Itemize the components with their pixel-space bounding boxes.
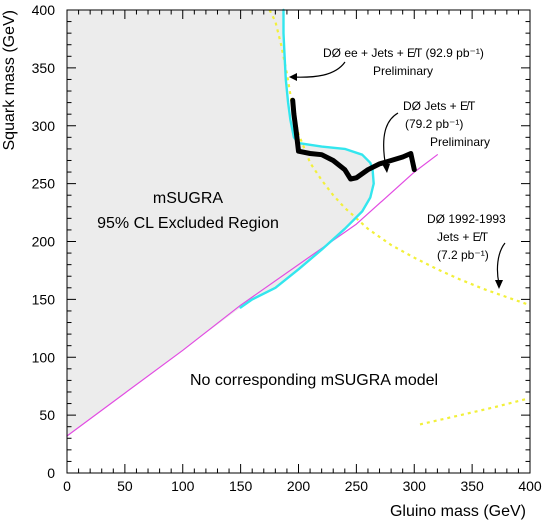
annotation-old-arrowhead [495, 280, 503, 289]
y-tick-label: 150 [32, 291, 56, 307]
y-tick-label: 300 [32, 118, 56, 134]
regions-layer [67, 10, 374, 436]
y-tick-label: 250 [32, 176, 56, 192]
annotation-ee-arrow [290, 61, 346, 78]
y-tick-label: 0 [47, 465, 55, 481]
tick-labels-layer: 0 50 100 150 200 250 300 350 400 0 50 100 150 200 250 3… [32, 2, 542, 494]
series-d0-1992-1993-extra [419, 397, 527, 426]
series-msugra-boundary [66, 154, 438, 437]
x-tick-label: 150 [229, 478, 253, 494]
excluded-region-label-line2: 95% CL Excluded Region [97, 215, 279, 232]
x-tick-label: 250 [345, 478, 369, 494]
no-model-label: No corresponding mSUGRA model [190, 372, 438, 389]
annotation-jets-arrow [383, 112, 399, 169]
annotation-ee-line2: Preliminary [373, 64, 433, 78]
x-tick-label: 300 [403, 478, 427, 494]
annotation-old-line2: Jets + E̸T [437, 230, 489, 244]
annotation-jets-line2: (79.2 pb⁻¹) [405, 117, 463, 131]
x-tick-label: 200 [287, 478, 311, 494]
series-layer [66, 8, 531, 437]
ticks-layer [66, 9, 531, 474]
annotation-jets-line1: DØ Jets + E̸T [403, 99, 476, 113]
x-tick-label: 400 [518, 478, 542, 494]
y-tick-label: 350 [32, 60, 56, 76]
y-tick-label: 400 [32, 2, 56, 18]
series-d0-1992-1993 [268, 9, 531, 307]
y-tick-label: 50 [39, 407, 55, 423]
x-tick-label: 350 [460, 478, 484, 494]
x-tick-label: 50 [117, 478, 133, 494]
y-tick-label: 200 [32, 234, 56, 250]
excluded-region-fill [67, 10, 374, 436]
annotation-old-line1: DØ 1992-1993 [427, 212, 506, 226]
annotation-ee-arrowhead [289, 73, 297, 81]
annotation-ee-line1: DØ ee + Jets + E̸T (92.9 pb⁻¹) [323, 46, 484, 60]
annotation-jets-arrowhead [382, 164, 390, 173]
x-axis-title: Gluino mass (GeV) [390, 503, 526, 520]
annotation-jets-line3: Preliminary [430, 135, 490, 149]
series-d0-jets-79 [290, 97, 417, 182]
y-axis-title: Squark mass (GeV) [1, 10, 18, 150]
x-tick-label: 0 [63, 478, 71, 494]
y-tick-label: 100 [32, 349, 56, 365]
annotation-old-line3: (7.2 pb⁻¹) [437, 248, 489, 262]
annotation-old-arrow [496, 242, 506, 285]
x-tick-label: 100 [171, 478, 195, 494]
series-d0-ee-92 [239, 8, 375, 309]
excluded-region-label-line1: mSUGRA [153, 190, 224, 207]
